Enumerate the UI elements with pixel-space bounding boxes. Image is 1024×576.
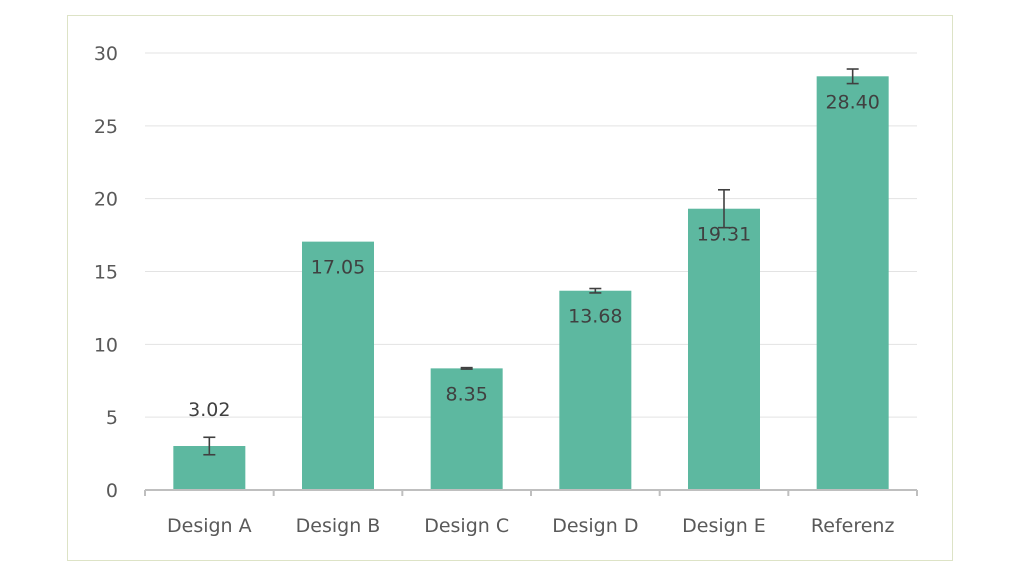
y-tick-label-25: 25 (94, 116, 118, 138)
x-tick-label-3: Design C (424, 515, 509, 537)
y-tick-label-0: 0 (106, 480, 118, 502)
x-tick-label-1: Design A (167, 515, 252, 537)
data-label-5: 19.31 (697, 224, 751, 246)
y-tick-label-30: 30 (94, 43, 118, 65)
bar-3 (430, 368, 503, 490)
data-label-6: 28.40 (825, 91, 879, 113)
bar-5 (688, 208, 760, 491)
gridlines (145, 52, 917, 418)
y-axis-ticks: 0 5 10 15 20 25 30 (94, 43, 118, 502)
x-axis (144, 489, 918, 496)
x-tick-label-5: Design E (682, 515, 766, 537)
bar-4 (559, 290, 632, 490)
x-tick-label-4: Design D (552, 515, 638, 537)
x-tick-label-6: Referenz (811, 515, 895, 537)
x-tick-label-2: Design B (296, 515, 381, 537)
bar-2 (302, 241, 374, 490)
y-tick-label-20: 20 (94, 189, 118, 211)
y-tick-label-5: 5 (106, 407, 118, 429)
bars (173, 76, 889, 491)
y-tick-label-10: 10 (94, 334, 118, 356)
data-label-1: 3.02 (188, 399, 230, 421)
error-bars (203, 68, 859, 456)
data-label-2: 17.05 (311, 257, 365, 279)
data-label-3: 8.35 (446, 383, 488, 405)
data-label-4: 13.68 (568, 306, 622, 328)
y-tick-label-15: 15 (94, 262, 118, 284)
data-labels: 3.02 17.05 8.35 13.68 19.31 28.40 (188, 91, 880, 421)
bar-6 (816, 76, 889, 490)
x-axis-labels: Design A Design B Design C Design D Design E… (167, 515, 894, 537)
